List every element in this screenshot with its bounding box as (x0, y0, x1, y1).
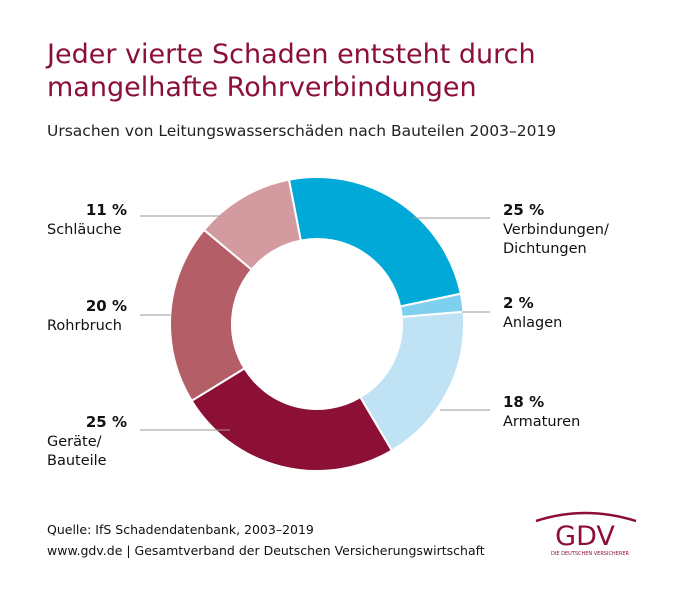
category-label: Anlagen (503, 315, 563, 331)
category-label: Verbindungen/ Dichtungen (503, 222, 609, 257)
value-label: 18 % (503, 393, 545, 411)
donut-segment (190, 367, 394, 472)
value-label: 25 % (85, 413, 127, 431)
category-label: Armaturen (503, 414, 581, 430)
category-label: Schläuche (47, 222, 122, 238)
category-label: Geräte/ Bauteile (47, 434, 107, 469)
footer: www.gdv.de | Gesamtverband der Deutschen… (47, 543, 485, 558)
value-label: 25 % (503, 201, 545, 219)
source: Quelle: IfS Schadendatenbank, 2003–2019 (47, 522, 314, 537)
donut-segment (169, 228, 254, 403)
logo: GDV (555, 521, 615, 552)
donut-segment (202, 178, 302, 272)
value-label: 11 % (85, 201, 127, 219)
chart-title: Jeder vierte Schaden entsteht durch mang… (47, 39, 536, 103)
chart-subtitle: Ursachen von Leitungswasserschäden nach … (47, 122, 557, 140)
logo-arc (535, 511, 637, 523)
donut-segment (287, 176, 463, 308)
logo-tagline: DIE DEUTSCHEN VERSICHERER (551, 551, 629, 557)
value-label: 2 % (503, 294, 534, 312)
category-label: Rohrbruch (47, 318, 122, 334)
value-label: 20 % (85, 297, 127, 315)
